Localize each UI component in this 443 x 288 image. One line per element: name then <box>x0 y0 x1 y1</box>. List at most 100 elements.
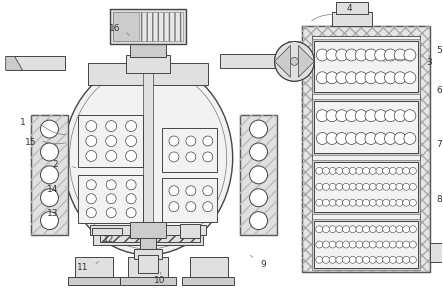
Circle shape <box>106 180 116 190</box>
Circle shape <box>346 49 358 61</box>
Bar <box>138 255 158 273</box>
Bar <box>312 39 420 94</box>
Circle shape <box>326 110 338 122</box>
Circle shape <box>355 49 367 61</box>
Bar <box>110 9 186 44</box>
Circle shape <box>363 256 369 263</box>
Circle shape <box>394 132 406 145</box>
Bar <box>126 55 170 73</box>
Circle shape <box>394 72 406 84</box>
Circle shape <box>356 256 363 263</box>
Text: 12: 12 <box>102 235 114 244</box>
Circle shape <box>126 121 136 132</box>
Circle shape <box>355 110 367 122</box>
Circle shape <box>342 183 350 190</box>
Text: 14: 14 <box>47 185 58 194</box>
Circle shape <box>316 256 323 263</box>
Circle shape <box>316 226 323 233</box>
Circle shape <box>126 150 136 161</box>
Bar <box>303 26 430 272</box>
Circle shape <box>365 110 377 122</box>
Circle shape <box>356 226 363 233</box>
Circle shape <box>376 226 383 233</box>
Bar <box>113 12 183 41</box>
Bar <box>312 99 420 155</box>
Circle shape <box>365 49 377 61</box>
Circle shape <box>249 166 268 184</box>
Circle shape <box>86 136 97 147</box>
Circle shape <box>316 72 328 84</box>
Circle shape <box>336 226 343 233</box>
Circle shape <box>106 121 117 132</box>
Circle shape <box>385 72 396 84</box>
Circle shape <box>404 49 416 61</box>
Circle shape <box>316 49 328 61</box>
Circle shape <box>376 167 383 174</box>
Circle shape <box>249 120 268 138</box>
Bar <box>336 2 368 14</box>
Bar <box>120 277 176 285</box>
Text: 5: 5 <box>436 46 442 55</box>
Circle shape <box>329 167 336 174</box>
Circle shape <box>375 110 387 122</box>
Bar <box>315 101 418 153</box>
Circle shape <box>106 208 116 218</box>
Circle shape <box>383 256 390 263</box>
Circle shape <box>203 186 213 196</box>
Circle shape <box>329 199 336 206</box>
Circle shape <box>329 256 336 263</box>
Circle shape <box>403 183 410 190</box>
Text: 11: 11 <box>77 263 88 272</box>
Circle shape <box>376 183 383 190</box>
Bar <box>240 115 277 234</box>
Circle shape <box>336 132 348 145</box>
Circle shape <box>403 241 410 248</box>
Circle shape <box>275 41 315 81</box>
Bar <box>430 242 443 262</box>
Text: 3: 3 <box>426 58 431 67</box>
Circle shape <box>126 180 136 190</box>
Circle shape <box>342 167 350 174</box>
Circle shape <box>385 132 396 145</box>
Circle shape <box>369 199 376 206</box>
Circle shape <box>385 49 396 61</box>
Circle shape <box>375 49 387 61</box>
Circle shape <box>342 226 350 233</box>
Circle shape <box>396 241 403 248</box>
Bar <box>128 257 168 279</box>
Circle shape <box>316 199 323 206</box>
Circle shape <box>186 136 196 146</box>
Bar <box>312 35 420 262</box>
Circle shape <box>356 183 363 190</box>
Text: 4: 4 <box>346 4 352 13</box>
Bar <box>162 178 217 222</box>
Circle shape <box>86 208 96 218</box>
Circle shape <box>389 256 396 263</box>
Circle shape <box>106 136 117 147</box>
Text: 1: 1 <box>20 118 26 127</box>
Circle shape <box>186 186 196 196</box>
Circle shape <box>363 183 369 190</box>
Circle shape <box>389 241 396 248</box>
Bar <box>31 115 68 234</box>
Circle shape <box>326 132 338 145</box>
Circle shape <box>369 226 376 233</box>
Circle shape <box>40 120 58 138</box>
Circle shape <box>336 256 343 263</box>
Text: 2: 2 <box>53 160 58 169</box>
Circle shape <box>326 72 338 84</box>
Circle shape <box>376 256 383 263</box>
Bar <box>68 277 120 285</box>
Circle shape <box>249 143 268 161</box>
Circle shape <box>336 167 343 174</box>
Circle shape <box>383 226 390 233</box>
Bar <box>143 57 153 225</box>
Bar <box>75 257 113 279</box>
Circle shape <box>396 226 403 233</box>
Circle shape <box>323 183 330 190</box>
Circle shape <box>403 256 410 263</box>
Bar <box>182 277 233 285</box>
Circle shape <box>356 241 363 248</box>
Bar <box>90 225 206 234</box>
Circle shape <box>169 152 179 162</box>
